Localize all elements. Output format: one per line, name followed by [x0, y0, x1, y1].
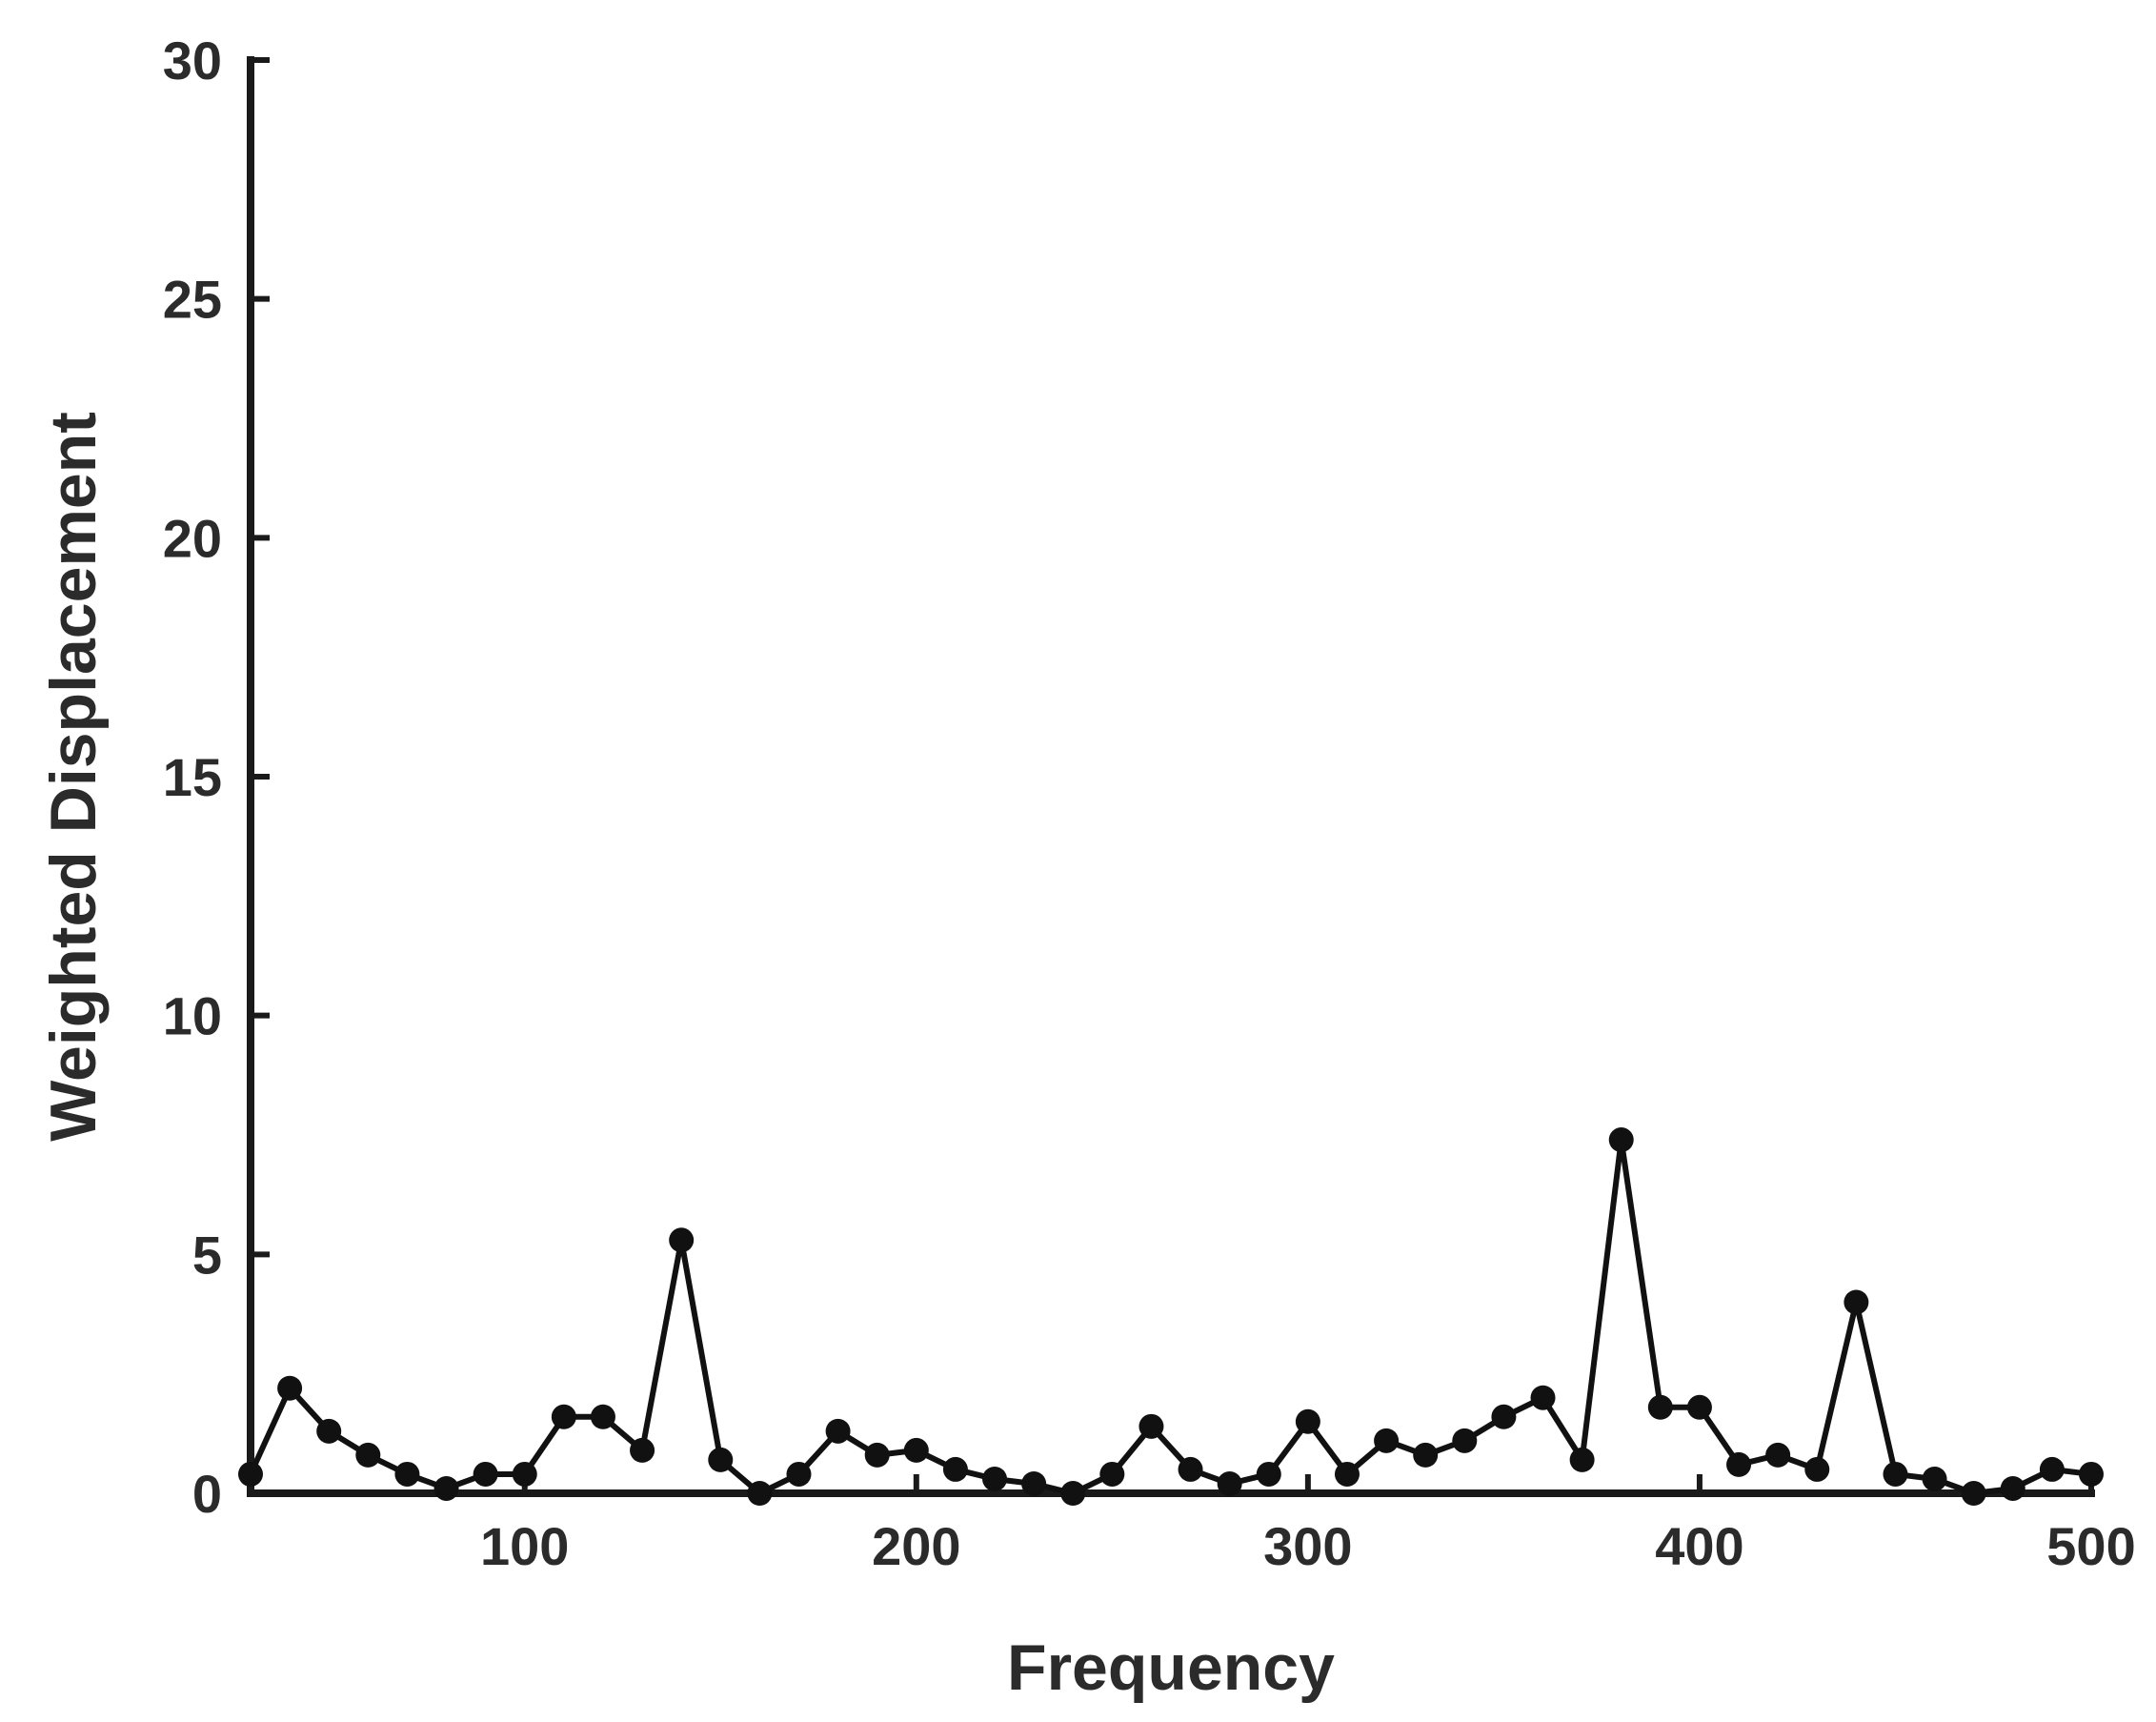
y-tick-label: 5 [192, 1225, 222, 1285]
data-point [1647, 1394, 1673, 1420]
data-point [1686, 1394, 1712, 1420]
x-tick-label: 500 [2046, 1516, 2135, 1576]
data-point [1099, 1461, 1125, 1487]
data-point [1295, 1408, 1320, 1434]
y-tick-label: 10 [163, 986, 222, 1046]
y-axis-ticks: 0 5 10 15 20 25 30 [163, 30, 270, 1524]
data-point [1765, 1442, 1791, 1468]
data-point [512, 1461, 537, 1487]
data-point [1021, 1470, 1047, 1496]
data-point [864, 1442, 890, 1468]
y-tick-label: 30 [163, 30, 222, 91]
series-line [248, 1137, 2092, 1496]
data-point [1334, 1461, 1360, 1487]
data-point [825, 1418, 851, 1444]
data-point [1883, 1461, 1908, 1487]
x-tick-label: 300 [1263, 1516, 1352, 1576]
y-tick-label: 15 [163, 747, 222, 807]
x-axis-ticks: 100 200 300 400 500 [480, 1474, 2136, 1576]
x-axis-title: Frequency [1007, 1631, 1335, 1704]
data-point [238, 1461, 263, 1487]
data-points [238, 1127, 2104, 1506]
data-point [1961, 1481, 1986, 1506]
data-point [1922, 1466, 1947, 1491]
data-point [2039, 1456, 2065, 1482]
y-axis-title: Weighted Displacement [37, 412, 110, 1142]
data-point [942, 1456, 968, 1482]
data-point [669, 1227, 695, 1253]
data-point [551, 1404, 576, 1429]
data-point [1844, 1289, 1869, 1315]
data-point [982, 1466, 1008, 1491]
data-point [1178, 1456, 1203, 1482]
y-tick-label: 25 [163, 270, 222, 330]
data-point [747, 1481, 773, 1506]
data-point [1491, 1404, 1517, 1429]
data-point [1569, 1447, 1595, 1472]
data-point [277, 1375, 303, 1401]
data-point [786, 1461, 812, 1487]
data-point [903, 1437, 929, 1463]
x-tick-label: 400 [1655, 1516, 1743, 1576]
data-point [473, 1461, 498, 1487]
data-point [1374, 1428, 1400, 1453]
data-point [1413, 1442, 1439, 1468]
data-point [433, 1475, 459, 1501]
data-point [630, 1437, 655, 1463]
data-point [394, 1461, 420, 1487]
data-point [1060, 1481, 1086, 1506]
y-tick-label: 0 [192, 1464, 222, 1524]
data-point [1452, 1428, 1478, 1453]
data-point [1804, 1456, 1830, 1482]
data-point [1608, 1127, 1634, 1153]
data-point [316, 1418, 342, 1444]
y-tick-label: 20 [163, 508, 222, 568]
data-point [1726, 1451, 1752, 1477]
data-point [1138, 1413, 1164, 1439]
data-point [1217, 1470, 1242, 1496]
data-point [708, 1447, 734, 1472]
data-point [1530, 1385, 1556, 1410]
x-tick-label: 200 [872, 1516, 960, 1576]
data-point [355, 1442, 381, 1468]
data-point [1256, 1461, 1281, 1487]
data-point [2079, 1461, 2104, 1487]
data-point [590, 1404, 615, 1429]
data-point [2000, 1475, 2025, 1501]
x-tick-label: 100 [480, 1516, 569, 1576]
